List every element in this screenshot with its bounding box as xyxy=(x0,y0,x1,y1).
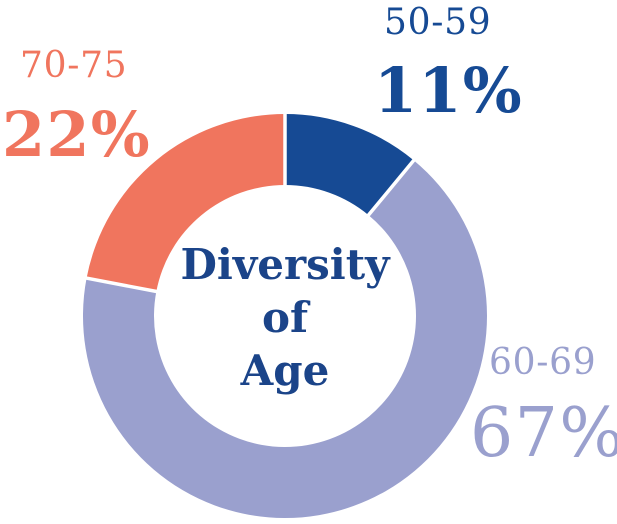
segment-label-60-69: 60-69 xyxy=(489,342,597,383)
segment-percent-60-69: 67% xyxy=(470,394,617,473)
segment-percent-70-75: 22% xyxy=(2,98,151,171)
center-title-line-3: Age xyxy=(240,345,330,395)
donut-segment-50-59 xyxy=(285,114,414,216)
center-title-line-2: of xyxy=(261,292,309,342)
segment-label-70-75: 70-75 xyxy=(20,45,128,86)
chart-center-title: Diversity of Age xyxy=(154,188,416,446)
segment-label-50-59: 50-59 xyxy=(384,2,492,43)
donut-segment-60-69 xyxy=(82,160,487,518)
segment-gap-line xyxy=(363,156,418,221)
segment-percent-50-59: 11% xyxy=(374,54,523,127)
donut-segment-70-75 xyxy=(86,114,285,292)
center-title-line-1: Diversity xyxy=(180,239,390,289)
segment-gap-line xyxy=(83,275,162,295)
